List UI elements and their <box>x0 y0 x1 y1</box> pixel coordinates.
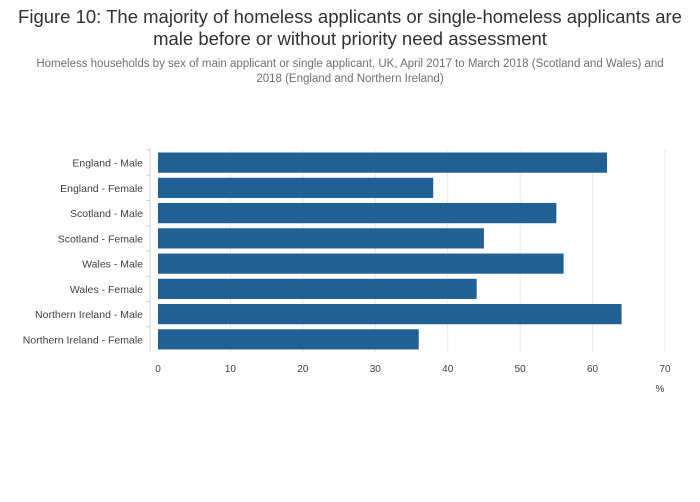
bar[interactable] <box>158 203 557 224</box>
x-axis-ticks: 0 10 20 30 40 50 60 70 <box>155 364 671 375</box>
category-labels: England - Male England - Female Scotland -… <box>23 158 143 347</box>
category-label: Wales - Female <box>70 284 143 296</box>
x-tick-label: 70 <box>659 364 671 375</box>
category-label: England - Male <box>72 158 143 170</box>
bar[interactable] <box>158 228 484 249</box>
x-tick-label: 30 <box>370 364 382 375</box>
category-label: Northern Ireland - Male <box>35 309 143 321</box>
x-tick-label: 60 <box>587 364 599 375</box>
category-label: England - Female <box>60 183 143 195</box>
x-tick-label: 20 <box>297 364 309 375</box>
bars <box>158 152 622 350</box>
x-axis-label: % <box>656 384 665 395</box>
bar[interactable] <box>158 152 608 173</box>
bar[interactable] <box>158 304 622 325</box>
chart-subtitle: Homeless households by sex of main appli… <box>36 58 664 85</box>
chart-title: Figure 10: The majority of homeless appl… <box>18 6 682 49</box>
category-label: Northern Ireland - Female <box>23 334 143 346</box>
bar[interactable] <box>158 329 419 350</box>
category-label: Scotland - Female <box>58 233 143 245</box>
category-label: Scotland - Male <box>70 208 143 220</box>
x-tick-label: 0 <box>155 364 161 375</box>
x-tick-label: 10 <box>225 364 237 375</box>
bar[interactable] <box>158 253 564 274</box>
x-tick-label: 40 <box>442 364 454 375</box>
x-tick-label: 50 <box>515 364 527 375</box>
category-label: Wales - Male <box>82 259 143 271</box>
bar[interactable] <box>158 278 477 299</box>
bar[interactable] <box>158 177 434 198</box>
